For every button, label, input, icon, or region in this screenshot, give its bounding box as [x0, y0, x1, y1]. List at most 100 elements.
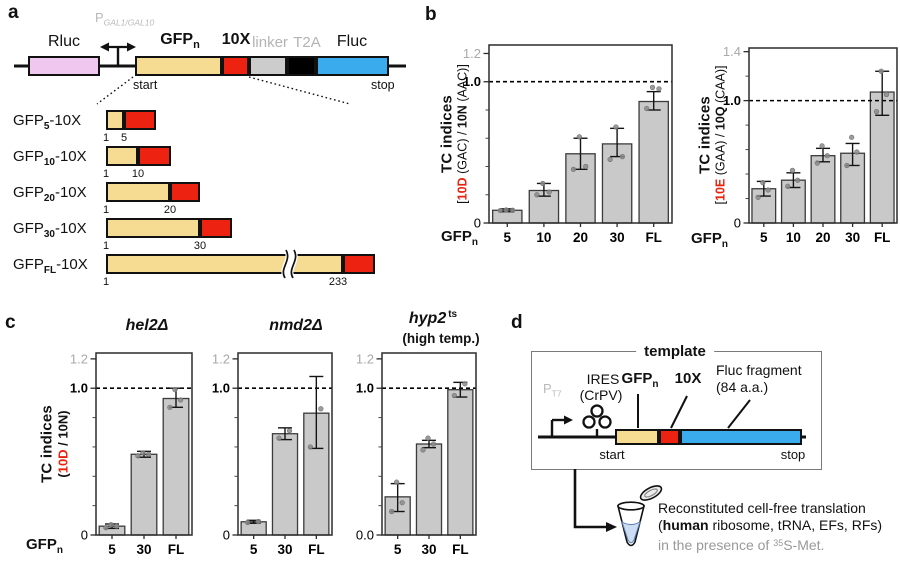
- data-point: [607, 156, 613, 163]
- template-tenx-label: 10X: [674, 370, 702, 387]
- bar-30: [415, 443, 443, 536]
- template-box-title: template: [636, 343, 714, 360]
- data-point: [819, 143, 825, 149]
- variant-gfpfl-num-start: 1: [103, 276, 110, 288]
- chart-svg-c3: 0.0 1.0 1.2 5 30 FL: [356, 351, 477, 557]
- y-tick-label: 1.2: [356, 351, 374, 366]
- data-point: [583, 163, 589, 170]
- y-axis-sublabel-part: (: [55, 473, 71, 478]
- variant-gfp20-num-end: 20: [163, 204, 177, 216]
- bar-FL: [447, 389, 474, 536]
- x-tick-label: FL: [452, 542, 469, 557]
- bar-FL: [638, 100, 669, 224]
- chart-svg-c2: 0 1.0 1.2 5 30 FL: [212, 351, 333, 557]
- ires-crpv-icon: [582, 415, 596, 429]
- data-point: [178, 397, 184, 403]
- y-axis-sublabel-part: (GAC) /: [455, 128, 470, 178]
- chart-c3-subtitle: (high temp.): [402, 331, 480, 346]
- variant-gfp10-num-start: 1: [103, 168, 110, 180]
- y-axis-sublabel-part: (CAA)]: [713, 65, 728, 107]
- variant-gfp10-num-end: 10: [131, 168, 145, 180]
- template-gfp-box: [615, 429, 659, 445]
- tenx-leader-line: [670, 395, 688, 429]
- x-tick-label: 10: [536, 230, 551, 245]
- promoter-gal-label: PGAL1/GAL10: [95, 10, 154, 28]
- panel-b-label: b: [425, 4, 437, 25]
- chart-b1-tc-indices-10d: 0 1.0 1.2 5 10 20 30 FL: [455, 35, 678, 254]
- tenx-box: [222, 56, 249, 76]
- variant-gfp30-yellow: [106, 218, 200, 238]
- bar-30: [271, 433, 299, 536]
- panel-d-connector-lines: [538, 394, 806, 547]
- data-point: [789, 167, 796, 173]
- panel-a-connector-lines: [14, 42, 406, 282]
- linker-label: linker: [252, 34, 288, 51]
- chart-c1-x-axis-label: GFPn: [26, 536, 63, 556]
- data-point: [307, 444, 313, 450]
- data-point: [451, 392, 457, 399]
- data-point: [534, 192, 540, 198]
- fluc-fragment-label-line1: Fluc fragment: [716, 362, 802, 378]
- chart-c2-title: nmd2Δ: [269, 317, 323, 334]
- fluc-fragment-label-line2: (84 a.a.): [716, 379, 769, 395]
- data-point: [172, 387, 178, 393]
- chart-b1-x-axis-label: GFPn: [441, 228, 478, 248]
- x-tick-label: 20: [573, 230, 588, 245]
- chart-b1-y-axis-label: TC indices [10D (GAC) / 10N (AAC)]: [438, 64, 471, 204]
- data-point: [854, 149, 860, 155]
- fluc-label: Fluc: [336, 33, 368, 50]
- promoter-arrowhead-right-icon: [127, 42, 136, 52]
- data-point: [755, 194, 761, 200]
- chart-svg-b1: 0 1.0 1.2 5 10 20 30 FL: [463, 44, 673, 245]
- chart-b1-y-label-main: TC indices: [438, 95, 456, 173]
- data-point: [276, 435, 282, 441]
- chart-c1-y-axis-label: TC indices (10D / 10N): [39, 405, 71, 483]
- data-point: [135, 453, 141, 459]
- chart-svg-c1: 0 1.0 1.2 5 30 FL: [70, 351, 193, 557]
- x-tick-label: 30: [136, 542, 151, 557]
- data-point: [286, 428, 293, 434]
- data-point: [649, 84, 656, 90]
- y-axis-sublabel-part: (GAA) /: [713, 130, 728, 179]
- variant-gfp5-num-end: 5: [120, 132, 128, 144]
- y-tick-label: 1.0: [723, 93, 741, 108]
- data-point: [167, 404, 173, 410]
- x-tick-label: 30: [610, 230, 625, 245]
- x-tick-label: FL: [168, 542, 185, 557]
- data-point: [765, 187, 771, 193]
- chart-c1-title: hel2Δ: [125, 317, 169, 334]
- data-point: [576, 134, 582, 140]
- tenx-label: 10X: [221, 31, 251, 48]
- data-point: [146, 451, 152, 457]
- promoter-p: P: [95, 10, 104, 25]
- stop-label: stop: [371, 78, 395, 92]
- caption-line1: Reconstituted cell-free translation: [658, 500, 866, 516]
- variant-gfp20-num-start: 1: [103, 204, 110, 216]
- data-point: [318, 406, 324, 412]
- data-point: [503, 207, 509, 213]
- x-tick-label: 5: [108, 542, 116, 557]
- variant-label-gfp5: GFP5-10X: [13, 112, 82, 132]
- variant-gfp30-num-end: 30: [193, 240, 207, 252]
- x-tick-label: 5: [760, 230, 768, 245]
- chart-c1-y-label-sub: (10D / 10N): [56, 405, 71, 483]
- y-tick-label: 0.0: [356, 528, 374, 543]
- zoom-dotted-line-right: [248, 76, 351, 105]
- chart-b2-y-label-sub: [10E (GAA) / 10Q (CAA)]: [714, 66, 729, 205]
- promoter-sub: GAL1/GAL10: [103, 17, 155, 28]
- data-point: [245, 519, 251, 526]
- data-point: [394, 479, 400, 485]
- rluc-box: [28, 56, 100, 76]
- variant-gfp5-yellow: [106, 110, 124, 130]
- chart-c2-nmd2: 0 1.0 1.2 5 30 FL: [204, 343, 338, 566]
- y-axis-sublabel-part: 10E: [713, 178, 728, 202]
- to-tube-arrow: [573, 469, 607, 529]
- y-tick-label: 1.0: [356, 381, 374, 396]
- y-tick-label: 1.2: [463, 46, 481, 61]
- data-point: [878, 68, 884, 74]
- sequence-break-gap: [281, 247, 298, 282]
- to-tube-arrowhead-icon: [606, 522, 617, 532]
- y-axis-sublabel-part: 10D: [55, 449, 71, 474]
- chart-b2-y-label-main: TC indices: [696, 96, 714, 174]
